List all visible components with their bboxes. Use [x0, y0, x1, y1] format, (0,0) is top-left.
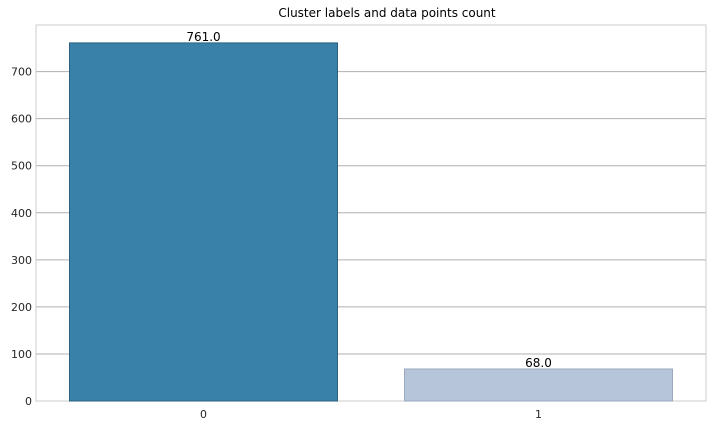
bars	[69, 42, 673, 402]
data-label-0: 761.0	[186, 30, 220, 44]
y-tick-label: 100	[11, 348, 32, 361]
bar-1	[404, 368, 673, 402]
axes-frame	[35, 24, 707, 402]
chart-title: Cluster labels and data points count	[278, 6, 496, 20]
y-axis-ticks: 0 100 200 300 400 500 600 700	[11, 66, 32, 408]
x-tick-label: 1	[535, 408, 542, 421]
y-tick-label: 200	[11, 301, 32, 314]
data-labels: 761.0 68.0	[186, 30, 552, 370]
bar-0	[69, 42, 338, 402]
x-tick-label: 0	[200, 408, 207, 421]
y-tick-label: 0	[25, 395, 32, 408]
y-tick-label: 600	[11, 113, 32, 126]
y-tick-label: 700	[11, 66, 32, 79]
y-tick-label: 400	[11, 207, 32, 220]
y-tick-label: 500	[11, 160, 32, 173]
data-label-1: 68.0	[525, 356, 552, 370]
y-tick-label: 300	[11, 254, 32, 267]
